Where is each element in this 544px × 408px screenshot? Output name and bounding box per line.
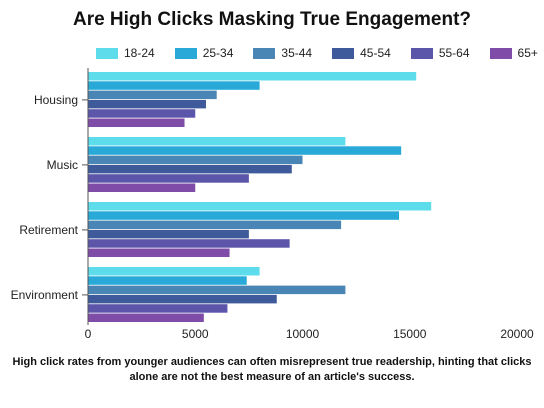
bar xyxy=(88,109,196,118)
x-tick-label: 15000 xyxy=(393,327,427,341)
category-label: Housing xyxy=(34,93,78,107)
legend-label: 45-54 xyxy=(360,46,391,60)
bar xyxy=(88,174,249,183)
legend-item: 35-44 xyxy=(253,46,312,60)
bar xyxy=(88,239,290,248)
legend-swatch xyxy=(332,47,355,59)
legend-label: 25-34 xyxy=(202,46,234,60)
legend-item: 65+ xyxy=(489,46,538,60)
bar xyxy=(88,211,400,220)
bar xyxy=(88,183,196,192)
bar xyxy=(88,137,346,146)
bar xyxy=(88,267,260,276)
x-tick-label: 0 xyxy=(85,327,92,341)
bar xyxy=(88,276,247,285)
legend-label: 65+ xyxy=(517,46,538,60)
bar xyxy=(88,164,292,174)
category-label: Music xyxy=(47,158,78,172)
bar xyxy=(88,90,217,100)
chart-caption: High click rates from younger audiences … xyxy=(0,355,544,385)
x-tick-label: 20000 xyxy=(500,327,534,341)
legend-label: 35-44 xyxy=(281,46,313,60)
legend-swatch xyxy=(96,47,118,59)
category-label: Retirement xyxy=(19,223,78,237)
bar xyxy=(88,294,277,304)
legend-item: 45-54 xyxy=(332,46,391,60)
legend-item: 25-34 xyxy=(174,46,234,60)
legend-item: 18-24 xyxy=(96,46,155,60)
legend-swatch xyxy=(253,47,276,59)
legend-item: 55-64 xyxy=(410,46,470,60)
category-label: Environment xyxy=(11,288,79,302)
bar xyxy=(88,202,432,211)
bar xyxy=(88,118,185,127)
x-tick-label: 10000 xyxy=(286,327,320,341)
bar xyxy=(88,220,342,230)
bar xyxy=(88,146,402,155)
bar xyxy=(88,248,230,257)
legend-swatch xyxy=(174,47,197,59)
bar xyxy=(88,81,260,90)
bar xyxy=(88,304,228,313)
bar xyxy=(88,155,303,165)
caption-line-1: High click rates from younger audiences … xyxy=(12,356,532,368)
bar xyxy=(88,313,204,322)
chart-legend: 18-24 25-34 35-44 45-54 55-64 65+ xyxy=(96,43,538,63)
legend-label: 55-64 xyxy=(438,46,470,60)
bar xyxy=(88,72,417,81)
bar xyxy=(88,99,206,109)
x-tick-label: 5000 xyxy=(182,327,209,341)
caption-line-2: alone are not the best measure of an art… xyxy=(129,371,415,383)
chart-title: Are High Clicks Masking True Engagement? xyxy=(72,9,472,30)
bar xyxy=(88,229,249,239)
bar xyxy=(88,285,346,295)
legend-label: 18-24 xyxy=(124,46,155,60)
legend-swatch xyxy=(489,47,512,59)
legend-swatch xyxy=(410,47,433,59)
